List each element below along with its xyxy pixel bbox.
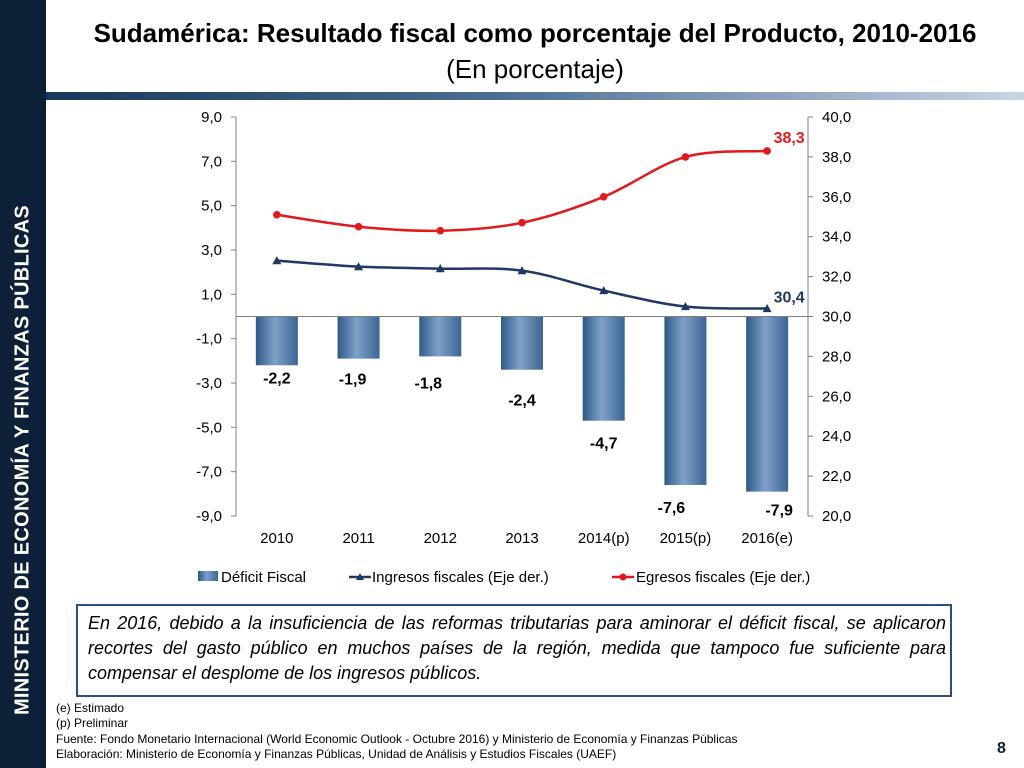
ingresos-point-2013	[517, 266, 527, 275]
bar-2012	[419, 316, 462, 357]
left-tick-label: 5,0	[201, 198, 222, 215]
bar-label-2010: -2,2	[263, 370, 291, 387]
left-tick-label: 9,0	[201, 109, 222, 126]
right-tick-label: 38,0	[822, 149, 851, 166]
right-tick-label: 24,0	[822, 428, 851, 445]
legend-bar-swatch	[198, 571, 218, 581]
x-tick-label-2010: 2010	[260, 530, 293, 547]
x-tick-label-2013: 2013	[505, 530, 538, 547]
bar-2016(e)	[746, 316, 789, 492]
ingresos-point-2010	[272, 256, 282, 265]
left-tick-label: 3,0	[201, 242, 222, 259]
bar-2014(p)	[582, 316, 625, 421]
ingresos-point-2011	[354, 262, 364, 271]
right-tick-label: 26,0	[822, 388, 851, 405]
right-tick-label: 22,0	[822, 468, 851, 485]
footnote-preliminar: (p) Preliminar	[56, 716, 129, 731]
legend-egresos-marker	[619, 573, 627, 581]
right-tick-label: 40,0	[822, 109, 851, 126]
commentary-box: En 2016, debido a la insuficiencia de la…	[76, 604, 952, 697]
footnotes: (e) Estimado (p) Preliminar Fuente: Fond…	[56, 701, 737, 763]
left-tick-label: 7,0	[201, 153, 222, 170]
left-tick-label: -3,0	[196, 375, 222, 392]
bar-label-2014(p): -4,7	[590, 436, 618, 453]
right-tick-label: 36,0	[822, 189, 851, 206]
bar-label-2011: -1,9	[339, 372, 367, 389]
ingresos-point-2016(e)	[762, 304, 772, 313]
legend-label-ingresos: Ingresos fiscales (Eje der.)	[372, 569, 549, 586]
legend-label-egresos: Egresos fiscales (Eje der.)	[636, 569, 810, 586]
ingresos-point-2012	[435, 264, 445, 273]
page-title: Sudamérica: Resultado fiscal como porcen…	[93, 18, 977, 48]
ingresos-point-2014(p)	[599, 286, 609, 295]
right-tick-label: 30,0	[822, 309, 851, 326]
egresos-point-2014(p)	[599, 193, 608, 201]
x-tick-label-2011: 2011	[342, 530, 374, 547]
right-tick-label: 20,0	[822, 508, 851, 525]
left-tick-label: -7,0	[196, 464, 222, 481]
page-subtitle: (En porcentaje)	[446, 54, 624, 84]
egresos-point-2012	[436, 226, 445, 235]
ingresos-end-label: 30,4	[774, 290, 805, 307]
footnote-fuente: Fuente: Fondo Monetario Internacional (W…	[56, 731, 738, 746]
egresos-line	[276, 149, 768, 233]
sidebar: MINISTERIO DE ECONOMÍA Y FINANZAS PÚBLIC…	[0, 0, 46, 768]
egresos-point-2016(e)	[763, 147, 771, 155]
ingresos-point-2015(p)	[680, 302, 690, 311]
bar-2015(p)	[664, 316, 707, 485]
right-tick-label: 32,0	[822, 269, 851, 286]
egresos-point-2013	[518, 218, 526, 227]
right-tick-label: 28,0	[822, 348, 851, 365]
x-tick-label-2012: 2012	[424, 530, 457, 547]
bar-label-2013: -2,4	[508, 393, 536, 410]
bar-2013	[501, 316, 543, 370]
title-divider	[46, 92, 1024, 100]
x-tick-label-2016(e): 2016(e)	[741, 530, 793, 547]
commentary-text: En 2016, debido a la insuficiencia de la…	[88, 613, 946, 683]
footnote-estimado: (e) Estimado	[56, 701, 125, 715]
bar-2011	[337, 316, 380, 359]
footnote-elaboracion: Elaboración: Ministerio de Economía y Fi…	[56, 747, 617, 762]
x-tick-label-2015(p): 2015(p)	[660, 530, 712, 547]
egresos-point-2015(p)	[681, 153, 690, 161]
x-tick-label-2014(p): 2014(p)	[578, 530, 630, 547]
egresos-point-2010	[273, 210, 281, 219]
legend-ingresos-marker	[356, 573, 364, 580]
page-number: 8	[997, 740, 1006, 757]
bar-2010	[255, 316, 298, 366]
left-tick-label: -1,0	[196, 331, 222, 348]
left-tick-label: 1,0	[201, 286, 222, 303]
right-tick-label: 34,0	[822, 229, 851, 246]
bar-label-2015(p): -7,6	[658, 500, 686, 517]
left-tick-label: -5,0	[196, 419, 222, 436]
egresos-end-label: 38,3	[774, 130, 805, 147]
fiscal-chart: 9,0 7,0 5,0 3,0 1,0 -1,0 -3,0 -5,0 -7,0 -9,0 40,0 3…	[196, 109, 851, 586]
left-tick-label: -9,0	[196, 508, 222, 525]
bar-label-2016(e): -7,9	[765, 503, 793, 520]
bar-label-2012: -1,8	[414, 375, 442, 392]
legend-label-deficit: Déficit Fiscal	[221, 569, 306, 586]
egresos-point-2011	[354, 222, 363, 231]
